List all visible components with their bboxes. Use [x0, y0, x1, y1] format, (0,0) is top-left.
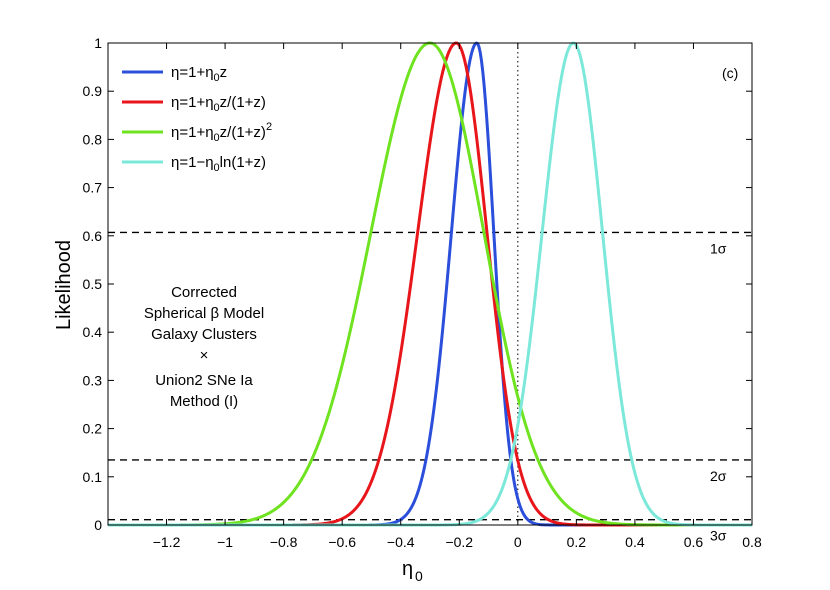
legend-item-4: η=1−η0ln(1+z): [122, 154, 266, 174]
legend-label-4-pre: η=1−η: [171, 154, 214, 171]
y-axis-label: Likelihood: [53, 240, 75, 330]
x-tick-label: 0.6: [684, 534, 704, 550]
legend-label-2-pre: η=1+η: [171, 94, 214, 111]
legend: η=1+η0z η=1+η0z/(1+z) η=1+η0z/(1+z)2 η=1…: [122, 64, 272, 174]
reference-lines: 1σ 2σ 3σ: [108, 43, 752, 544]
x-tick-label: 0: [514, 534, 522, 550]
annotation-line-4: ×: [200, 347, 209, 364]
svg-text:η=1−η0ln(1+z): η=1−η0ln(1+z): [171, 154, 266, 174]
legend-item-3: η=1+η0z/(1+z)2: [122, 121, 272, 144]
legend-item-1: η=1+η0z: [122, 64, 227, 84]
legend-label-4-sub: 0: [214, 162, 220, 174]
x-axis-label-main: η: [402, 558, 413, 580]
x-tick-label: 0.4: [625, 534, 645, 550]
annotation-line-2: Spherical β Model: [144, 305, 264, 322]
y-tick-label: 1: [94, 35, 102, 51]
y-tick-label: 0.3: [83, 372, 103, 388]
x-axis-label: η 0: [402, 558, 423, 584]
axis-ticks: −1.2 −1 −0.8 −0.6 −0.4 −0.2 0 0.2 0.4 0.6 0.8 0 0.1 0…: [83, 35, 762, 550]
svg-text:η=1+η0z: η=1+η0z: [171, 64, 227, 84]
annotation-line-6: Method (I): [170, 393, 238, 410]
x-tick-label: −1.2: [153, 534, 181, 550]
y-tick-label: 0.7: [83, 180, 103, 196]
y-tick-label: 0.6: [83, 228, 103, 244]
y-tick-label: 0.2: [83, 421, 103, 437]
legend-label-2-post: z/(1+z): [220, 94, 266, 111]
y-tick-label: 0.9: [83, 83, 103, 99]
x-tick-label: −1: [217, 534, 233, 550]
method-annotation: Corrected Spherical β Model Galaxy Clust…: [144, 284, 264, 410]
legend-label-1-post: z: [220, 64, 228, 81]
legend-item-2: η=1+η0z/(1+z): [122, 94, 266, 114]
legend-label-2-sub: 0: [214, 102, 220, 114]
svg-text:η=1+η0z/(1+z)2: η=1+η0z/(1+z)2: [171, 121, 272, 144]
y-tick-label: 0.1: [83, 469, 103, 485]
x-tick-label: −0.8: [270, 534, 298, 550]
y-tick-label: 0.4: [83, 324, 103, 340]
sigma-label-2: 2σ: [710, 468, 727, 484]
legend-label-3-pre: η=1+η: [171, 124, 214, 141]
legend-label-3-sub: 0: [214, 132, 220, 144]
x-tick-label: 0.2: [567, 534, 587, 550]
y-tick-label: 0.5: [83, 276, 103, 292]
x-tick-label: −0.2: [445, 534, 473, 550]
sigma-label-1: 1σ: [710, 240, 727, 256]
annotation-line-3: Galaxy Clusters: [151, 326, 257, 343]
x-tick-label: −0.6: [328, 534, 356, 550]
legend-label-1-pre: η=1+η: [171, 64, 214, 81]
svg-text:η=1+η0z/(1+z): η=1+η0z/(1+z): [171, 94, 266, 114]
legend-label-1-sub: 0: [214, 72, 220, 84]
legend-label-3-post: z/(1+z): [220, 124, 266, 141]
legend-label-3-sup: 2: [266, 121, 272, 133]
legend-label-4-post: ln(1+z): [220, 154, 266, 171]
annotation-line-5: Union2 SNe Ia: [155, 372, 253, 389]
sigma-label-3: 3σ: [710, 528, 727, 544]
y-tick-label: 0.8: [83, 131, 103, 147]
panel-label: (c): [722, 65, 738, 81]
x-tick-label: −0.4: [387, 534, 415, 550]
x-axis-label-sub: 0: [415, 568, 423, 584]
annotation-line-1: Corrected: [171, 284, 237, 301]
y-tick-label: 0: [94, 517, 102, 533]
x-tick-label: 0.8: [742, 534, 762, 550]
